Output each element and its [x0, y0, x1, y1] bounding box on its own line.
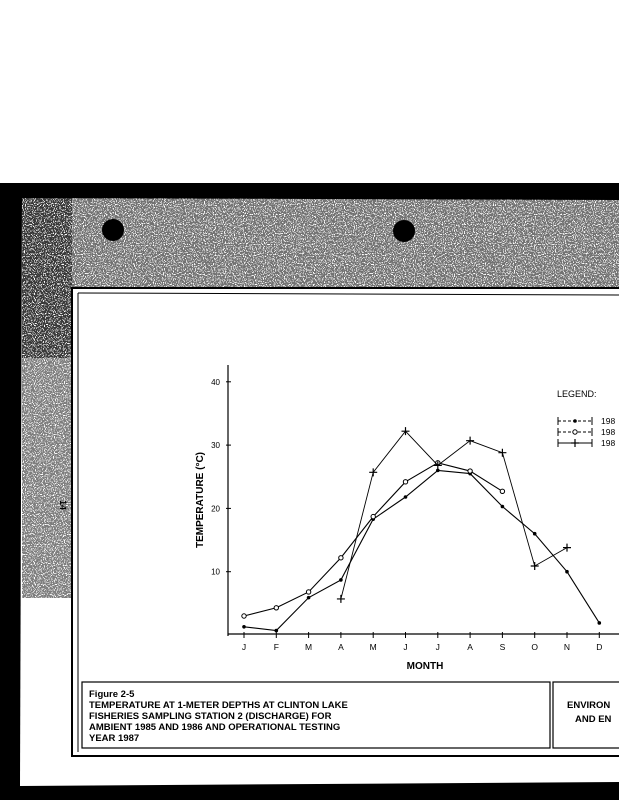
- hole-punch: [102, 219, 124, 241]
- y-tick-label: 10: [211, 568, 220, 577]
- x-tick-label: A: [467, 642, 473, 652]
- scan-noise-left: [22, 198, 72, 598]
- data-point: [563, 543, 571, 552]
- x-tick-label: S: [500, 642, 506, 652]
- data-point: [370, 513, 376, 520]
- x-tick-label: O: [531, 642, 538, 652]
- y-tick-label: 20: [211, 504, 220, 513]
- series-line: [243, 469, 600, 632]
- x-tick-label: J: [242, 642, 246, 652]
- figure-border: [71, 287, 619, 757]
- data-point: [466, 436, 475, 445]
- data-point: [530, 562, 539, 571]
- x-tick-label: J: [403, 642, 407, 652]
- x-tick-label: M: [370, 642, 377, 652]
- data-point: [338, 555, 344, 561]
- data-point: [273, 605, 279, 611]
- data-point: [403, 495, 408, 499]
- x-tick-label: F: [274, 642, 279, 652]
- caption-box: [81, 681, 551, 749]
- series-2: [336, 427, 571, 603]
- data-point: [436, 468, 440, 473]
- data-point: [498, 448, 507, 457]
- legend-title: LEGEND:: [557, 389, 597, 399]
- legend-label: 198: [601, 427, 615, 437]
- legend-marker: [573, 419, 577, 423]
- caption-line: TEMPERATURE AT 1-METER DEPTHS AT CLINTON…: [89, 700, 348, 711]
- margin-page-number: 14: [58, 500, 68, 510]
- data-point: [402, 479, 409, 485]
- data-point: [500, 504, 505, 509]
- data-point: [339, 578, 343, 582]
- data-point: [401, 427, 410, 436]
- y-tick-label: 40: [211, 378, 220, 387]
- data-point: [597, 621, 602, 625]
- legend-marker: [572, 429, 578, 435]
- figure-label: Figure 2-5: [89, 689, 135, 700]
- side-block-line: AND EN: [575, 714, 612, 725]
- side-block-line: ENVIRON: [567, 700, 610, 711]
- y-tick-label: 30: [211, 441, 220, 450]
- y-ticks: 10 20 30 40: [211, 378, 231, 577]
- y-axis-label: TEMPERATURE (°C): [195, 452, 206, 548]
- x-tick-label: N: [564, 642, 570, 652]
- x-tick-label: D: [596, 642, 602, 652]
- data-point: [305, 589, 312, 595]
- legend-label: 198: [601, 438, 615, 448]
- data-point: [241, 613, 247, 619]
- data-point: [242, 624, 246, 629]
- data-point: [532, 531, 537, 536]
- caption-line: YEAR 1987: [89, 733, 139, 744]
- data-point: [565, 569, 569, 574]
- x-tick-label: M: [305, 642, 312, 652]
- chart: 10 20 30 40 J F M A M J J A S O N D TEMPERATURE (°C) M…: [195, 365, 619, 672]
- inner-border-top: [77, 292, 619, 296]
- series-group: [241, 427, 602, 633]
- side-box: [552, 681, 619, 749]
- series-line: [340, 430, 568, 600]
- legend-label: 198: [601, 416, 615, 426]
- data-point: [433, 461, 442, 470]
- data-point: [274, 628, 279, 633]
- hole-punch: [393, 220, 415, 242]
- caption-text: TEMPERATURE AT 1-METER DEPTHS AT CLINTON…: [89, 700, 348, 744]
- x-axis-label: MONTH: [407, 661, 444, 672]
- data-point: [467, 468, 473, 474]
- x-tick-label: A: [338, 642, 344, 652]
- data-point: [499, 488, 506, 495]
- data-point: [336, 594, 345, 603]
- data-point: [369, 468, 378, 477]
- caption-line: FISHERIES SAMPLING STATION 2 (DISCHARGE)…: [89, 711, 332, 722]
- legend-marker: [571, 439, 579, 447]
- caption-line: AMBIENT 1985 AND 1986 AND OPERATIONAL TE…: [89, 722, 340, 733]
- x-tick-label: J: [436, 642, 440, 652]
- data-point: [306, 595, 311, 600]
- series-1: [241, 460, 506, 619]
